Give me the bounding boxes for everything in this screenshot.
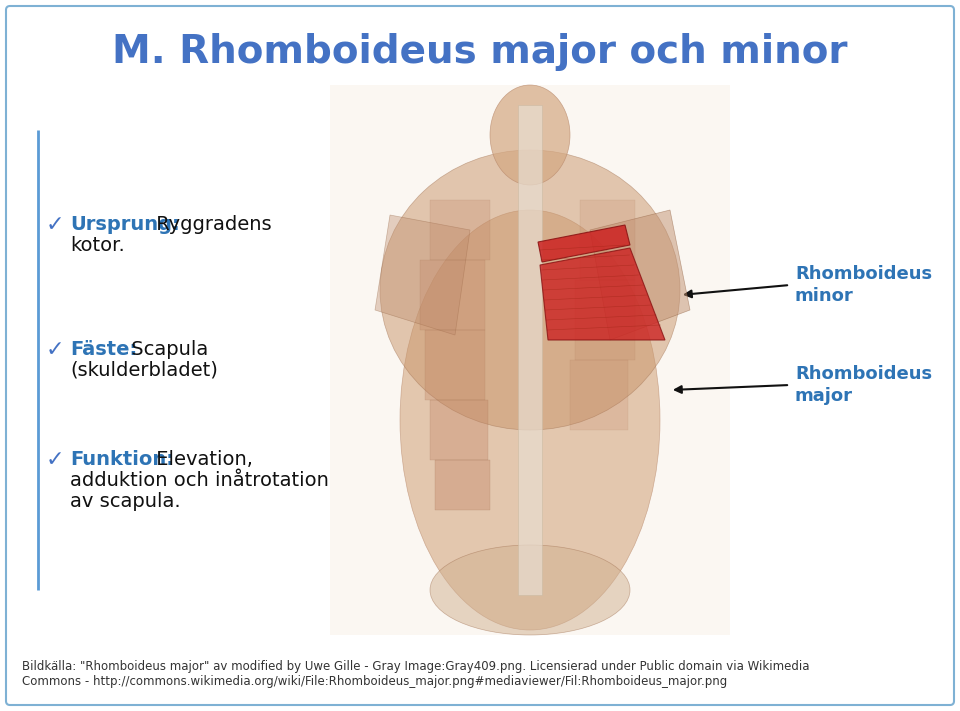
Polygon shape bbox=[425, 330, 485, 400]
Text: Ryggradens: Ryggradens bbox=[151, 215, 272, 234]
Text: Elevation,: Elevation, bbox=[151, 450, 253, 469]
Text: M. Rhomboideus major och minor: M. Rhomboideus major och minor bbox=[112, 33, 848, 71]
Ellipse shape bbox=[490, 85, 570, 185]
Text: Rhomboideus
major: Rhomboideus major bbox=[795, 365, 932, 405]
Text: ✓: ✓ bbox=[46, 215, 64, 235]
Text: ✓: ✓ bbox=[46, 340, 64, 360]
Text: ✓: ✓ bbox=[46, 450, 64, 470]
Text: Fäste:: Fäste: bbox=[70, 340, 137, 359]
Text: Rhomboideus
minor: Rhomboideus minor bbox=[795, 265, 932, 305]
Text: kotor.: kotor. bbox=[70, 236, 125, 255]
Ellipse shape bbox=[400, 210, 660, 630]
Polygon shape bbox=[540, 248, 665, 340]
Polygon shape bbox=[575, 280, 635, 360]
Polygon shape bbox=[375, 215, 470, 335]
Polygon shape bbox=[430, 400, 488, 460]
FancyBboxPatch shape bbox=[330, 85, 730, 635]
Polygon shape bbox=[538, 225, 630, 262]
Text: av scapula.: av scapula. bbox=[70, 492, 180, 511]
Ellipse shape bbox=[380, 150, 680, 430]
Ellipse shape bbox=[430, 545, 630, 635]
Text: adduktion och inåtrotation: adduktion och inåtrotation bbox=[70, 471, 329, 490]
Polygon shape bbox=[435, 460, 490, 510]
Polygon shape bbox=[420, 260, 485, 330]
Text: (skulderbladet): (skulderbladet) bbox=[70, 361, 218, 380]
Polygon shape bbox=[430, 200, 490, 260]
Text: Ursprung:: Ursprung: bbox=[70, 215, 180, 234]
Polygon shape bbox=[570, 360, 628, 430]
Text: Scapula: Scapula bbox=[125, 340, 208, 359]
Polygon shape bbox=[590, 210, 690, 340]
Text: Commons - http://commons.wikimedia.org/wiki/File:Rhomboideus_major.png#mediaview: Commons - http://commons.wikimedia.org/w… bbox=[22, 675, 728, 688]
Text: Funktion:: Funktion: bbox=[70, 450, 174, 469]
FancyBboxPatch shape bbox=[518, 105, 542, 595]
Polygon shape bbox=[580, 200, 635, 280]
Text: Bildkälla: "Rhomboideus major" av modified by Uwe Gille - Gray Image:Gray409.pn: Bildkälla: "Rhomboideus major" av modif… bbox=[22, 660, 809, 673]
